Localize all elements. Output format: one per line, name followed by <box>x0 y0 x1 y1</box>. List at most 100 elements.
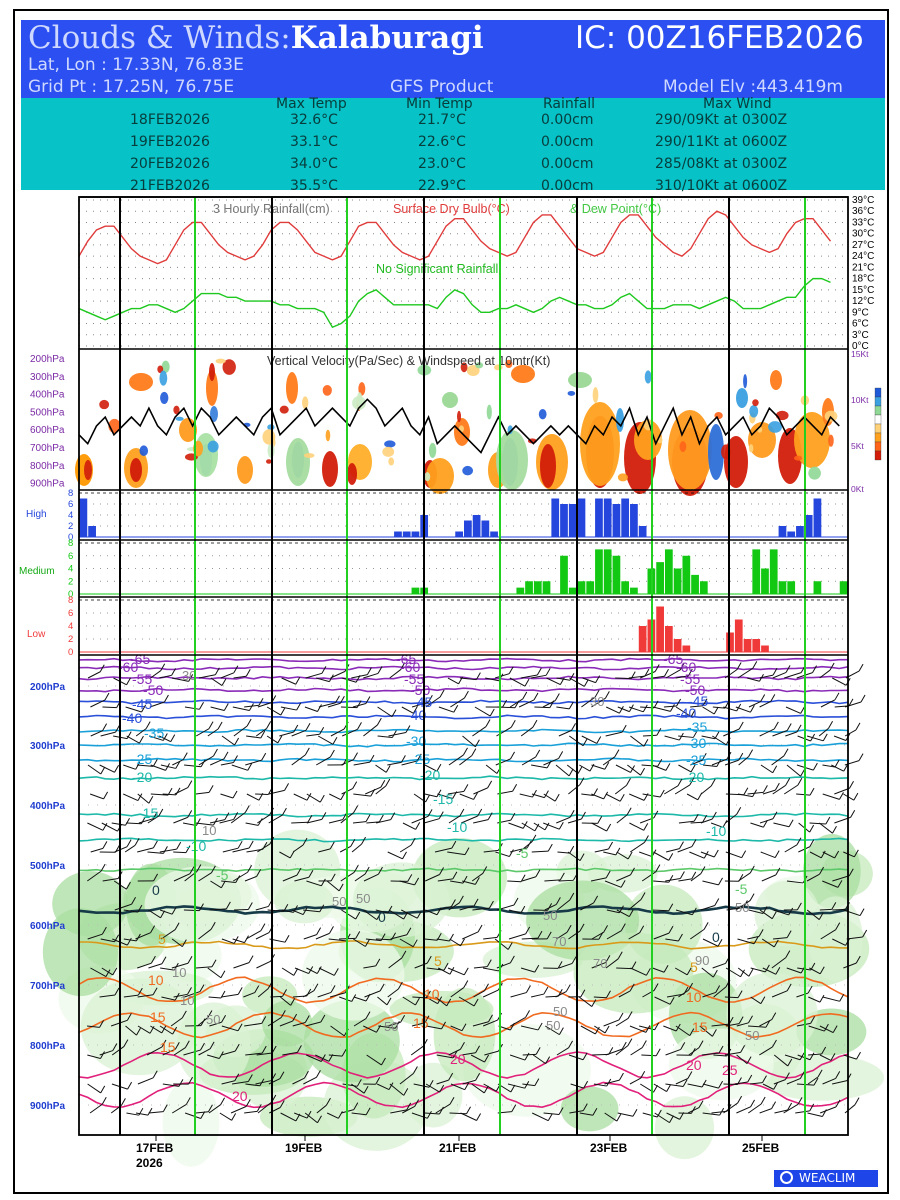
wind-barb-feather <box>582 1052 588 1060</box>
wind-barb <box>591 931 604 940</box>
isotherm-label: -50 <box>410 682 430 698</box>
wind-barb-feather <box>668 874 674 883</box>
wind-barb <box>518 699 535 708</box>
wind-barb-feather <box>152 1070 158 1079</box>
wind-barb-feather <box>126 677 132 686</box>
wind-barb-feather <box>279 1100 285 1108</box>
wind-barb-feather <box>414 877 420 886</box>
wind-barb <box>255 793 269 796</box>
wind-barb-feather <box>126 731 132 739</box>
wind-barb-feather <box>234 1073 240 1082</box>
wind-barb <box>675 909 693 916</box>
wind-barb-feather <box>248 955 254 963</box>
vv-cell <box>303 453 315 458</box>
wind-barb <box>786 880 804 884</box>
wind-barb-feather <box>743 787 749 795</box>
wind-barb <box>832 908 846 911</box>
wind-barb <box>149 701 165 708</box>
vv-cell <box>139 445 149 457</box>
wind-barb <box>674 784 691 795</box>
wind-barb <box>424 793 438 798</box>
humidity-label: 70 <box>593 956 607 971</box>
wind-barb-feather <box>812 762 818 771</box>
humidity-label: 50 <box>735 900 749 915</box>
wind-barb <box>342 677 357 683</box>
wind-barb <box>330 1025 345 1037</box>
wind-barb <box>594 1025 606 1034</box>
wind-barb-feather <box>698 1100 704 1108</box>
wind-barb-feather <box>799 1071 805 1079</box>
plot-border <box>78 196 849 1136</box>
temp-tick-label: 39°C <box>852 195 874 206</box>
wind-barb-feather <box>666 1084 672 1092</box>
wind-barb <box>759 674 774 679</box>
wind-barb <box>326 880 340 892</box>
wind-barb <box>87 822 104 831</box>
wind-barb-feather <box>691 871 697 880</box>
wind-barb <box>582 677 596 684</box>
wind-barb <box>221 880 236 883</box>
temp-tick-label: 0°C <box>852 341 869 352</box>
wind-barb-feather <box>627 1038 633 1046</box>
wind-barb-feather <box>701 753 707 761</box>
wind-barb <box>184 991 201 998</box>
isotherm-label: 5 <box>434 953 442 969</box>
xs-pressure-label: 800hPa <box>30 1041 65 1052</box>
wind-barb-feather <box>604 762 610 770</box>
wind-barb-feather <box>711 811 717 820</box>
wind-barb-feather <box>473 898 479 907</box>
wind-barb-feather <box>783 748 789 757</box>
high-cloud-bar <box>464 520 472 537</box>
isotherm-label: -10 <box>447 819 467 835</box>
wind-barb <box>773 822 790 828</box>
low-cloud-bar <box>752 639 761 652</box>
wind-barb-feather <box>365 1011 371 1019</box>
wind-barb-feather <box>834 759 840 768</box>
wind-barb-feather <box>330 873 336 882</box>
wind-barb-feather <box>452 1050 458 1059</box>
wind-barb-feather <box>750 1099 755 1108</box>
wind-barb-feather <box>810 1016 816 1024</box>
isotherm-label: -55 <box>132 671 152 687</box>
wind-barb-feather <box>356 1079 362 1087</box>
wind-barb <box>279 731 294 737</box>
wind-barb <box>700 905 715 911</box>
vv-cell <box>617 473 628 482</box>
wind-barb-feather <box>221 678 227 686</box>
wind-barb <box>146 1046 163 1056</box>
location-name: Kalaburagi <box>290 20 484 56</box>
medium-cloud-bar <box>630 587 638 594</box>
wind-barb-feather <box>748 1015 753 1024</box>
wind-barb-feather <box>401 950 407 959</box>
wind-barb-feather <box>571 723 576 731</box>
wind-barb-feather <box>555 897 561 905</box>
wind-barb-feather <box>152 840 158 849</box>
wind-barb <box>209 819 225 824</box>
wind-barb <box>390 934 408 940</box>
wind-barb <box>690 759 703 766</box>
wind-barb-feather <box>614 749 620 757</box>
wind-barb <box>184 1112 201 1119</box>
isotherm-label: -5 <box>216 867 229 883</box>
wind-barb-feather <box>543 790 549 798</box>
wind-barb-feather <box>100 766 106 775</box>
wind-barb <box>448 1048 461 1056</box>
wind-barb <box>148 735 164 741</box>
wind-barb-feather <box>616 1113 622 1122</box>
wind-barb <box>723 728 740 737</box>
wind-barb-feather <box>279 1071 285 1079</box>
wind-barb <box>195 966 213 969</box>
isotherm-label: -5 <box>516 845 529 861</box>
wind-barb <box>437 967 451 975</box>
wind-barb-feather <box>293 968 299 976</box>
wind-barb-feather <box>225 901 231 910</box>
wind-barb <box>819 669 831 679</box>
wind-barb <box>232 706 250 712</box>
wind-barb <box>614 784 627 795</box>
vv-cell <box>382 446 395 457</box>
wind-barb-feather <box>305 723 311 731</box>
wind-barb <box>291 821 308 824</box>
wind-barb <box>402 822 416 830</box>
humidity-shade <box>759 1054 885 1101</box>
wind-barb-feather <box>785 778 791 786</box>
